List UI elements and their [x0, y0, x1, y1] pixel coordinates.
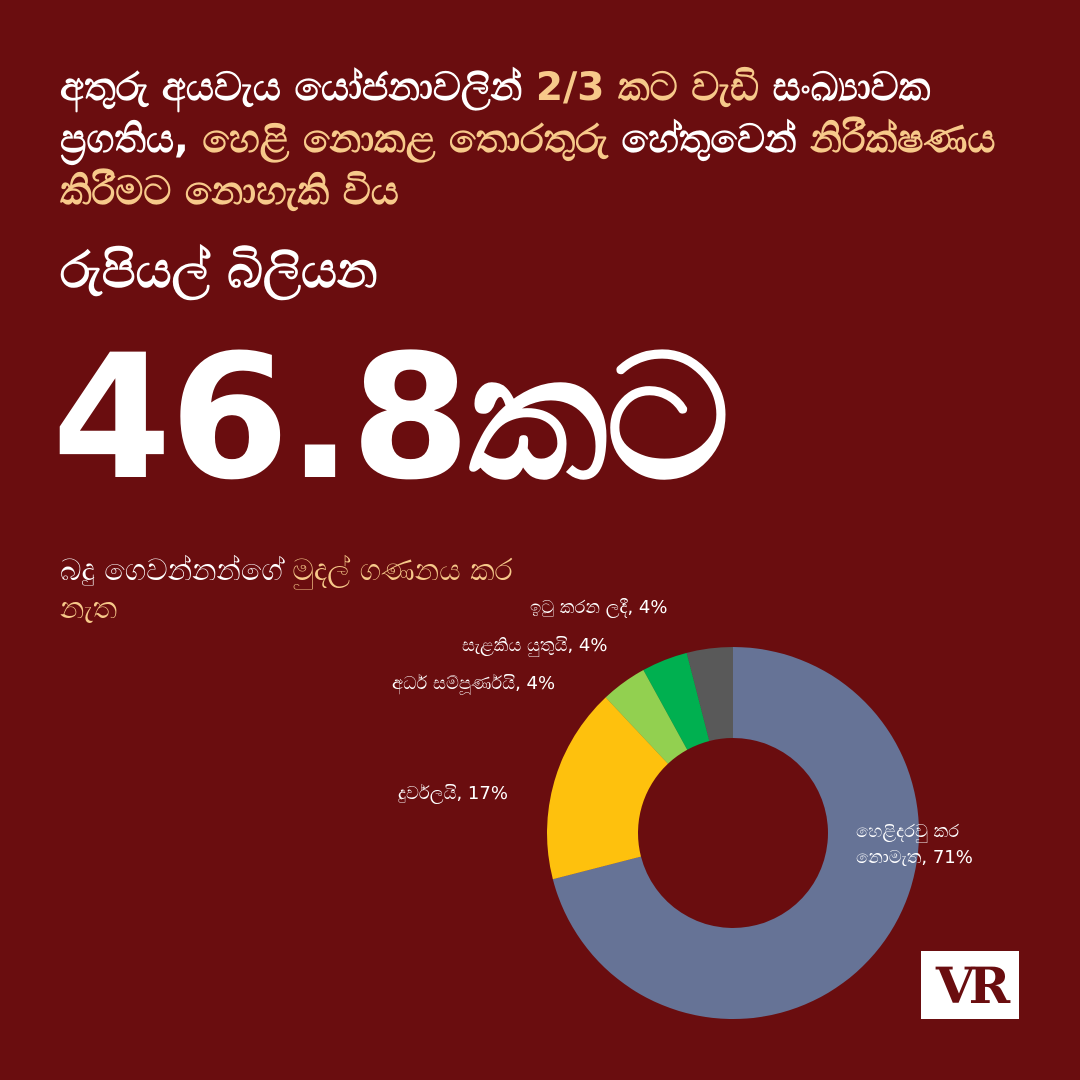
label-not-disclosed-2: නොමැත, 71%	[856, 847, 973, 868]
slice-partial	[605, 670, 688, 764]
headline-text-3: හේතුවෙන්	[607, 117, 811, 162]
note-text: බදු ගෙවන්නන්ගේ මුදල් ගණනය කර නැත	[60, 552, 520, 628]
vr-logo: VR	[921, 951, 1019, 1019]
headline: අතුරු අයවැය යෝජනාවලින් 2/3 කට වැඩි සංඛ්‍…	[60, 62, 1020, 218]
headline-text-2: සංඛ්‍යාවක ප්‍රගතිය,	[60, 65, 931, 162]
label-not-disclosed-1: හෙළිදරවු කර	[856, 821, 960, 842]
label-weak: දුර්වලයි, 17%	[398, 783, 508, 804]
label-substantial: සැළකිය යුතුයි, 4%	[462, 635, 608, 656]
label-partial: අර්ධ සම්පූර්ණයි, 4%	[392, 673, 556, 694]
note-text-1: බදු ගෙවන්නන්ගේ	[60, 553, 293, 588]
slice-substantial	[643, 652, 710, 750]
note-highlight: මුදල් ගණනය කර නැත	[60, 553, 513, 626]
headline-highlight-3: නිරීක්ෂණය කිරීමට නොහැකි විය	[60, 117, 996, 214]
big-number: 46.8කට	[52, 317, 730, 518]
amount-unit-label: රුපියල් බිලියන	[60, 241, 378, 299]
slice-fulfilled	[686, 647, 733, 741]
label-fulfilled: ඉටු කරන ලදී, 4%	[530, 597, 668, 618]
headline-highlight-2: හෙළි නොකළ තොරතුරු	[202, 117, 608, 162]
slice-weak	[547, 697, 668, 880]
headline-text-1: අතුරු අයවැය යෝජනාවලින්	[60, 65, 536, 110]
slice-not-disclosed	[552, 647, 919, 1020]
headline-highlight-1: 2/3 කට වැඩි	[535, 65, 760, 110]
